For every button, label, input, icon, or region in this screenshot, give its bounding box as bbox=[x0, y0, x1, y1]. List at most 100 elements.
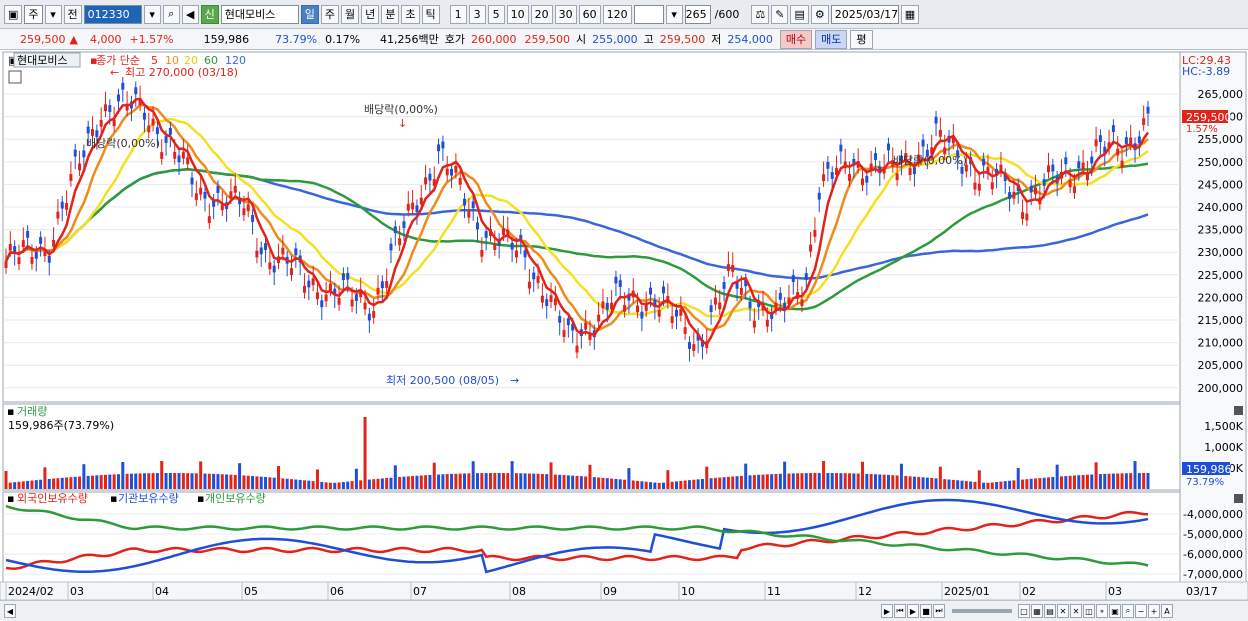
tab-minute[interactable]: 분 bbox=[381, 4, 400, 24]
volume-bar bbox=[822, 461, 826, 489]
tool-icon-1[interactable]: □ bbox=[1018, 604, 1030, 618]
volume-bar bbox=[298, 479, 302, 489]
lc-value: LC:29.43 bbox=[1182, 54, 1231, 67]
draw-icon[interactable]: ✎ bbox=[771, 4, 789, 24]
zoom-in-icon[interactable]: + bbox=[1148, 604, 1160, 618]
scroll-left-icon[interactable]: ◀ bbox=[4, 604, 16, 618]
candle-body bbox=[445, 168, 449, 176]
volume-bar bbox=[264, 476, 268, 489]
x-tick-label: 06 bbox=[330, 585, 344, 598]
tool-icon-8[interactable]: ▣ bbox=[1109, 604, 1121, 618]
menu-icon[interactable]: ▣ bbox=[4, 4, 23, 24]
zoom-out-icon[interactable]: − bbox=[1135, 604, 1147, 618]
save-icon[interactable]: ▤ bbox=[790, 4, 809, 24]
last-price-label: 259,500 bbox=[1186, 111, 1232, 124]
volume-bar bbox=[290, 479, 293, 489]
stop-icon[interactable]: ■ bbox=[920, 604, 932, 618]
search-zoom-icon[interactable]: ⌕ bbox=[1122, 604, 1134, 618]
svg-text:▪: ▪ bbox=[110, 492, 117, 505]
candle-body bbox=[264, 243, 268, 250]
candle-body bbox=[912, 167, 916, 175]
minute-10[interactable]: 10 bbox=[506, 4, 529, 24]
volume-bar bbox=[575, 475, 579, 489]
tool-icon-3[interactable]: ▤ bbox=[1044, 604, 1056, 618]
candle-body bbox=[476, 222, 480, 230]
prev-button[interactable]: 전 bbox=[63, 4, 82, 24]
volume-bar bbox=[181, 473, 185, 489]
indicator-icon[interactable]: ⚖ bbox=[751, 4, 770, 24]
candle-body bbox=[212, 199, 216, 207]
font-size-icon[interactable]: A bbox=[1161, 604, 1173, 618]
first-page-icon[interactable]: ⏮ bbox=[894, 604, 906, 618]
candle-body bbox=[956, 150, 960, 158]
stock-code-input[interactable]: 012330 bbox=[83, 4, 142, 24]
minute-1[interactable]: 1 bbox=[449, 4, 467, 24]
volume-bar bbox=[891, 475, 895, 489]
tool-icon-7[interactable]: ⚬ bbox=[1096, 604, 1108, 618]
tool-icon-4[interactable]: ✕ bbox=[1057, 604, 1069, 618]
chart-scrollbar[interactable]: ◀ ▶ ⏮ ▶ ■ ⏭ □ ▦ ▤ ✕ ✕ ◫ ⚬ ▣ ⌕ − + A bbox=[0, 600, 1248, 621]
tool-icon-6[interactable]: ◫ bbox=[1083, 604, 1095, 618]
play-icon[interactable]: ▶ bbox=[907, 604, 919, 618]
volume-bar bbox=[354, 468, 358, 489]
tool-icon-2[interactable]: ▦ bbox=[1031, 604, 1043, 618]
holder-panel-close-icon[interactable] bbox=[1234, 494, 1243, 503]
buy-button[interactable]: 매수 bbox=[779, 29, 813, 49]
calendar-icon[interactable]: ▦ bbox=[900, 4, 920, 24]
sell-button[interactable]: 매도 bbox=[815, 29, 848, 49]
candle-body bbox=[302, 285, 306, 293]
candle-body bbox=[540, 295, 544, 303]
volume-bar bbox=[255, 476, 259, 489]
search-icon[interactable]: ⌕ bbox=[162, 4, 180, 24]
tab-tick[interactable]: 틱 bbox=[421, 4, 440, 24]
tab-daily[interactable]: 일 bbox=[300, 4, 319, 24]
code-dropdown-icon[interactable]: ▾ bbox=[143, 4, 161, 24]
candle-body bbox=[1021, 212, 1025, 219]
tab-yearly[interactable]: 년 bbox=[361, 4, 380, 24]
last-volume-pct: 73.79% bbox=[1186, 477, 1224, 488]
minute-5[interactable]: 5 bbox=[487, 4, 505, 24]
minute-3[interactable]: 3 bbox=[468, 4, 486, 24]
date-input[interactable]: 2025/03/17 bbox=[830, 4, 899, 24]
minute-20[interactable]: 20 bbox=[530, 4, 553, 24]
candle-body bbox=[1116, 148, 1120, 156]
ma-5-label: 5 bbox=[151, 54, 158, 67]
volume-tick-label: 1,500K bbox=[1204, 420, 1243, 433]
minute-120[interactable]: 120 bbox=[602, 4, 632, 24]
volume-bar bbox=[1029, 478, 1033, 489]
period-dropdown-icon[interactable]: ▾ bbox=[665, 4, 683, 24]
tab-monthly[interactable]: 월 bbox=[341, 4, 360, 24]
speaker-icon[interactable]: ◀ bbox=[181, 4, 199, 24]
volume-bar bbox=[1111, 473, 1115, 489]
gear-icon[interactable]: ⚙ bbox=[810, 4, 829, 24]
tab-weekly[interactable]: 주 bbox=[320, 4, 340, 24]
scroll-right-icon[interactable]: ▶ bbox=[881, 604, 893, 618]
volume-bar bbox=[549, 462, 553, 489]
volume-panel-close-icon[interactable] bbox=[1234, 406, 1243, 415]
custom-period-input[interactable] bbox=[633, 4, 664, 24]
stock-chart[interactable]: 265,000260,000255,000250,000245,000240,0… bbox=[0, 50, 1248, 600]
zoom-slider[interactable] bbox=[952, 609, 1012, 613]
volume-bar bbox=[614, 478, 618, 489]
candle-body bbox=[1051, 164, 1055, 172]
period-select[interactable]: 주 bbox=[24, 4, 43, 24]
volume-bar bbox=[731, 476, 735, 489]
grid-toggle-icon[interactable] bbox=[8, 70, 22, 84]
volume-bar bbox=[112, 474, 116, 489]
volume-bar bbox=[640, 481, 644, 489]
candle-body bbox=[315, 292, 319, 300]
tab-second[interactable]: 초 bbox=[401, 4, 420, 24]
range-count-input[interactable]: 265 bbox=[684, 4, 711, 24]
minute-30[interactable]: 30 bbox=[554, 4, 577, 24]
price-panel bbox=[2, 51, 1181, 403]
candle-body bbox=[389, 243, 393, 251]
last-page-icon[interactable]: ⏭ bbox=[933, 604, 945, 618]
minute-60[interactable]: 60 bbox=[578, 4, 601, 24]
chevron-down-icon[interactable]: ▾ bbox=[44, 4, 62, 24]
individual-holding-label: 개인보유수량 bbox=[205, 492, 266, 505]
stock-name-field[interactable]: 현대모비스 bbox=[220, 4, 299, 24]
volume-title: 거래량 bbox=[17, 405, 47, 418]
price-panel-name: 현대모비스 bbox=[17, 54, 68, 67]
tool-icon-5[interactable]: ✕ bbox=[1070, 604, 1082, 618]
eval-button[interactable]: 평 bbox=[850, 29, 873, 49]
